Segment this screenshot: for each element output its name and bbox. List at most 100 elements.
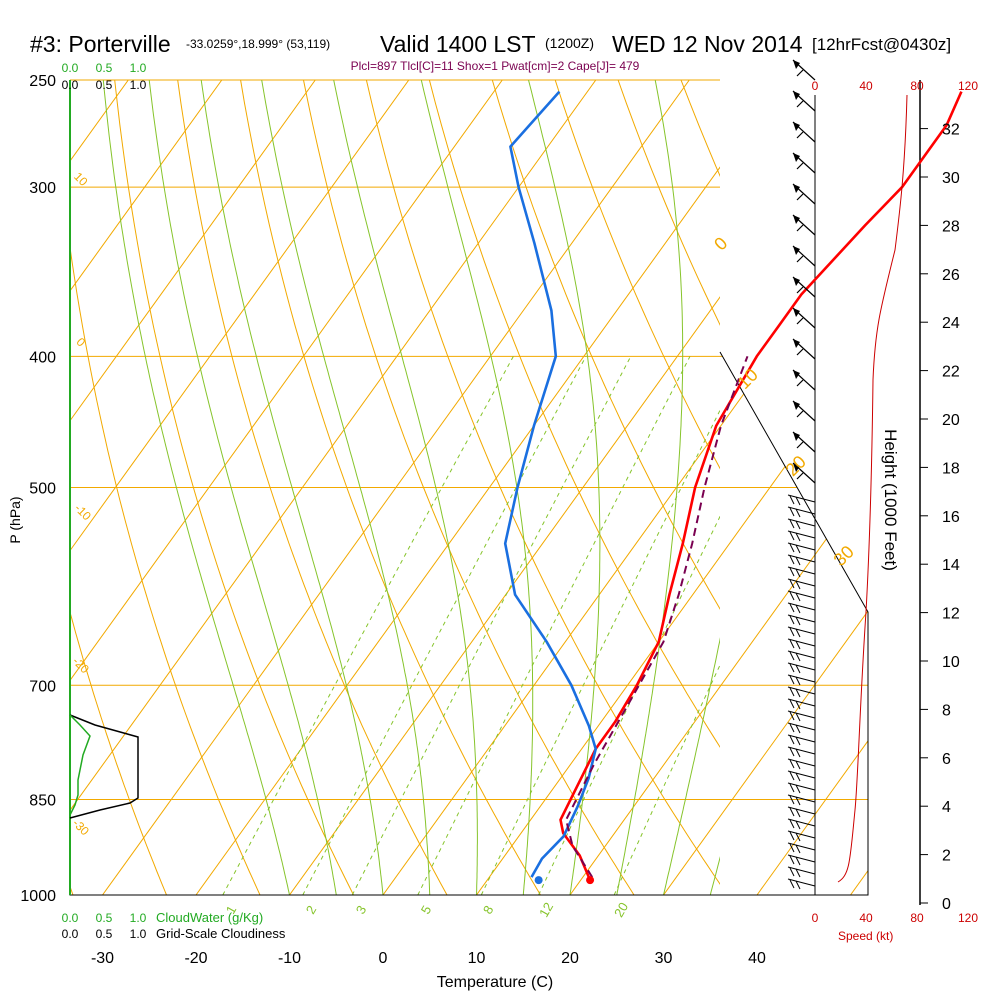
p-tick-label: 250: [29, 73, 56, 90]
isotherm-line: [70, 80, 410, 895]
x-tick-label: -10: [278, 950, 301, 967]
wind-barb: [792, 214, 816, 236]
forecast-info: [12hrFcst@0430z]: [812, 35, 951, 54]
wind-barb: [792, 276, 816, 298]
wind-barb: [787, 710, 816, 722]
wind-barb: [792, 369, 816, 391]
dry-adiabat-label: -30: [70, 816, 92, 838]
cloudwater-tick-bottom: 0.5: [96, 911, 113, 925]
temperature-surface-marker: [586, 876, 595, 885]
isotherm-line: [850, 80, 868, 895]
wind-barb: [787, 722, 816, 734]
dry-adiabat: [859, 56, 1000, 924]
p-tick-label: 1000: [20, 888, 56, 905]
valid-time: Valid 1400 LST: [380, 31, 536, 57]
x-tick-label: 10: [468, 950, 486, 967]
isotherm-label: 30: [830, 542, 858, 570]
dry-adiabat: [70, 610, 168, 895]
wind-barb: [792, 307, 816, 329]
wind-barb: [792, 183, 816, 205]
wind-barb: [787, 566, 816, 578]
speed-tick-bottom: 120: [958, 911, 978, 925]
wind-barb: [792, 59, 816, 81]
mixing-ratio-line: [417, 356, 691, 895]
wind-barb: [787, 770, 816, 782]
wind-barb: [787, 638, 816, 650]
isotherm-label: 0: [710, 233, 731, 254]
p-tick-label: 500: [29, 481, 56, 498]
isotherm-line: [102, 80, 690, 895]
dry-adiabat-label: -10: [72, 501, 94, 523]
stability-indices: Plcl=897 Tlcl[C]=11 Shox=1 Pwat[cm]=2 Ca…: [351, 59, 640, 73]
parcel-line: [565, 355, 749, 878]
mixing-ratio-label: 20: [611, 900, 631, 920]
dry-adiabat: [302, 80, 635, 895]
cloudwater-tick-bottom: 0.0: [62, 911, 79, 925]
height-tick-label: 6: [942, 751, 951, 768]
mixing-ratio-line: [351, 356, 632, 895]
wind-barb: [787, 542, 816, 554]
dry-adiabat: [240, 80, 542, 895]
wind-barb: [787, 686, 816, 698]
cloudiness-tick-top: 1.0: [130, 78, 147, 92]
mixing-ratio-line: [613, 663, 720, 895]
moist-adiabat: [663, 637, 720, 895]
cloudwater-tick-top: 0.5: [96, 61, 113, 75]
cloudiness-profile: [69, 714, 139, 819]
mixing-ratio-label: 3: [353, 903, 370, 917]
cloudiness-tick-bottom: 0.5: [96, 927, 113, 941]
wind-barb: [787, 602, 816, 614]
wind-barb: [787, 650, 816, 662]
x-tick-label: -30: [91, 950, 114, 967]
isotherm-line: [756, 80, 868, 895]
height-tick-label: 12: [942, 606, 960, 623]
isotherm-line: [70, 80, 316, 895]
wind-barb: [792, 152, 816, 174]
height-tick-label: 30: [942, 170, 960, 187]
dry-adiabat: [491, 80, 720, 610]
dewpoint-surface-marker: [534, 876, 543, 885]
wind-barb: [792, 245, 816, 267]
p-tick-label: 400: [29, 349, 56, 366]
wind-barb: [787, 530, 816, 542]
speed-tick-bottom: 80: [910, 911, 924, 925]
wind-barb: [787, 578, 816, 590]
height-tick-label: 24: [942, 315, 960, 332]
height-tick-label: 26: [942, 267, 960, 284]
wind-barb: [787, 782, 816, 794]
x-tick-label: 30: [655, 950, 673, 967]
height-tick-label: 10: [942, 654, 960, 671]
wind-barb: [787, 662, 816, 674]
sounding-profiles: [503, 90, 963, 885]
height-tick-label: 4: [942, 799, 951, 816]
zulu-time: (1200Z): [545, 35, 594, 51]
wind-barb: [787, 842, 816, 854]
x-tick-label: -20: [184, 950, 207, 967]
isotherm-line: [382, 80, 868, 895]
dry-adiabat-lines: [70, 56, 1000, 924]
moist-adiabat: [333, 80, 478, 895]
wind-barb: [792, 462, 816, 484]
speed-axis-title: Speed (kt): [838, 929, 893, 943]
wind-barb: [787, 818, 816, 830]
dry-adiabat-label: -20: [70, 654, 92, 676]
speed-tick-bottom: 0: [812, 911, 819, 925]
wind-barb: [787, 494, 816, 506]
dry-adiabat: [70, 243, 261, 895]
wind-barb: [792, 90, 816, 112]
isotherm-line: [70, 80, 223, 895]
height-tick-label: 22: [942, 364, 960, 381]
wind-barb: [787, 854, 816, 866]
height-tick-label: 20: [942, 412, 960, 429]
isotherm-label: 20: [782, 452, 810, 480]
moist-adiabat: [148, 80, 337, 895]
mixing-ratio-label: 12: [536, 900, 556, 920]
moist-adiabat: [102, 80, 290, 895]
dry-adiabat: [365, 80, 720, 885]
dewpoint-line: [503, 90, 598, 878]
speed-tick-bottom: 40: [859, 911, 873, 925]
wind-barb: [792, 431, 816, 453]
cloudwater-profile: [69, 714, 91, 816]
dry-adiabat: [617, 80, 720, 326]
